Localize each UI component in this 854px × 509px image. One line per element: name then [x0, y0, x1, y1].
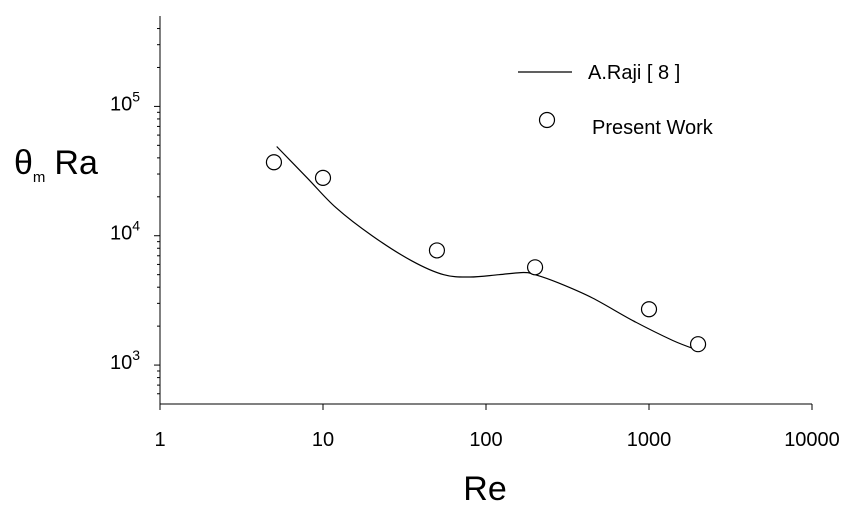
y-tick-label-base: 10 [110, 223, 132, 245]
x-tick-label: 100 [469, 429, 502, 451]
y-axis-title-rest: Ra [54, 144, 98, 182]
legend: A.Raji [ 8 ] Present Work [518, 62, 714, 139]
series-line-a-raji [276, 146, 699, 351]
y-tick-label-exponent: 5 [132, 88, 140, 104]
legend-marker-swatch [538, 111, 556, 129]
series-layer [265, 146, 707, 353]
x-tick-label: 1000 [627, 429, 672, 451]
data-point-present-work [428, 242, 446, 259]
x-ticks: 1 10 100 1000 10000 [154, 404, 840, 451]
y-tick-label-base: 10 [110, 93, 132, 115]
data-point-present-work [265, 154, 283, 171]
x-axis-title: Re [463, 470, 506, 508]
y-axis-title-subscript: m [33, 169, 46, 186]
y-axis-title-symbol: θ [14, 144, 33, 182]
x-tick-label: 10000 [784, 429, 840, 451]
x-tick-label: 1 [154, 429, 165, 451]
y-tick-label: 103 [110, 347, 140, 374]
y-tick-label-base: 10 [110, 352, 132, 374]
data-point-present-work [526, 259, 544, 276]
y-tick-label: 105 [110, 88, 140, 115]
y-tick-label-exponent: 3 [132, 347, 140, 363]
legend-label-line-series: A.Raji [ 8 ] [588, 62, 680, 84]
data-point-present-work [689, 336, 707, 353]
y-tick-label-exponent: 4 [132, 218, 140, 234]
legend-label-marker-series: Present Work [592, 117, 714, 139]
data-point-present-work [314, 169, 332, 187]
y-tick-label: 104 [110, 218, 140, 245]
x-tick-label: 10 [312, 429, 334, 451]
y-axis-title: θm Ra [14, 144, 98, 186]
data-point-present-work [640, 301, 658, 318]
